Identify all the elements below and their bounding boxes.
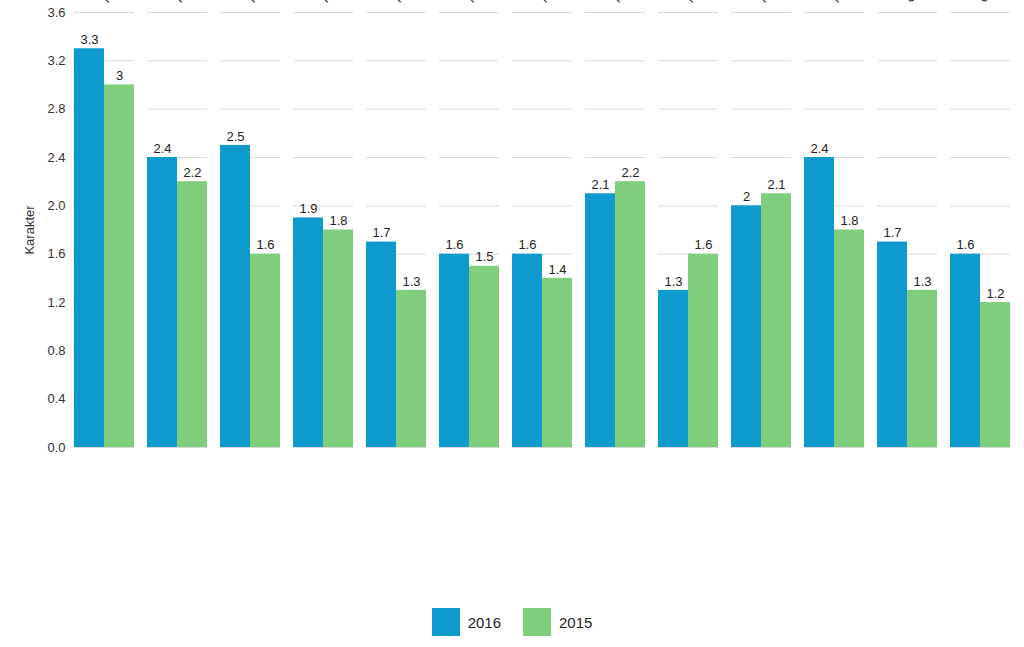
svg-text:NTNU - Gjøvik: NTNU - Gjøvik bbox=[756, 0, 827, 6]
svg-text:UiT - Narvik: UiT - Narvik bbox=[975, 0, 1024, 6]
svg-text:HiHm: HiHm bbox=[172, 0, 206, 6]
svg-text:0.8: 0.8 bbox=[47, 343, 65, 358]
svg-text:1.9: 1.9 bbox=[299, 201, 317, 216]
svg-text:3.2: 3.2 bbox=[47, 53, 65, 68]
svg-text:2.5: 2.5 bbox=[226, 129, 244, 144]
svg-text:2.8: 2.8 bbox=[47, 101, 65, 116]
svg-text:1.8: 1.8 bbox=[840, 213, 858, 228]
svg-text:2.4: 2.4 bbox=[47, 150, 65, 165]
svg-text:0.0: 0.0 bbox=[47, 440, 65, 455]
svg-text:1.8: 1.8 bbox=[329, 213, 347, 228]
svg-text:1.3: 1.3 bbox=[913, 274, 931, 289]
svg-text:2.0: 2.0 bbox=[47, 198, 65, 213]
html-text:2016: 2016 bbox=[467, 613, 501, 631]
svg-text:2.2: 2.2 bbox=[621, 165, 639, 180]
svg-text:1.6: 1.6 bbox=[47, 246, 65, 261]
svg-text:1.6: 1.6 bbox=[956, 237, 974, 252]
svg-text:HiOA - Kjeller: HiOA - Kjeller bbox=[245, 0, 311, 6]
svg-text:2.4: 2.4 bbox=[810, 141, 828, 156]
svg-text:0.4: 0.4 bbox=[47, 391, 65, 406]
svg-text:1.2: 1.2 bbox=[986, 286, 1004, 301]
svg-text:1.7: 1.7 bbox=[883, 225, 901, 240]
svg-text:1.7: 1.7 bbox=[372, 225, 390, 240]
svg-text:1.6: 1.6 bbox=[518, 237, 536, 252]
svg-text:1.3: 1.3 bbox=[402, 274, 420, 289]
svg-text:2.1: 2.1 bbox=[591, 177, 609, 192]
svg-text:3: 3 bbox=[116, 68, 123, 83]
svg-text:1.5: 1.5 bbox=[475, 249, 493, 264]
svg-text:1.3: 1.3 bbox=[664, 274, 682, 289]
svg-text:Nord - Bodø: Nord - Bodø bbox=[537, 0, 598, 6]
svg-text:3.3: 3.3 bbox=[80, 32, 98, 47]
svg-text:Karakter: Karakter bbox=[22, 205, 37, 255]
svg-text:2.1: 2.1 bbox=[767, 177, 785, 192]
svg-text:1.6: 1.6 bbox=[445, 237, 463, 252]
svg-text:Nord - Mo i Rana: Nord - Mo i Rana bbox=[683, 0, 764, 6]
svg-text:2.2: 2.2 bbox=[183, 165, 201, 180]
svg-text:HSH - Haugesund: HSH - Haugesund bbox=[318, 0, 403, 6]
svg-text:HiB: HiB bbox=[99, 0, 124, 6]
svg-text:1.4: 1.4 bbox=[548, 261, 566, 276]
svg-text:NTNU - Ålesund: NTNU - Ålesund bbox=[829, 0, 907, 6]
svg-text:1.6: 1.6 bbox=[256, 237, 274, 252]
svg-text:UiT - Hammerfest: UiT - Hammerfest bbox=[902, 0, 985, 6]
svg-text:Nord - Levanger: Nord - Levanger bbox=[610, 0, 688, 6]
svg-text:1.6: 1.6 bbox=[694, 237, 712, 252]
html-text:2015: 2015 bbox=[559, 613, 593, 631]
svg-text:2: 2 bbox=[743, 189, 750, 204]
svg-text:3.6: 3.6 bbox=[47, 5, 65, 20]
svg-text:HSN - Porsgrunn: HSN - Porsgrunn bbox=[464, 0, 545, 6]
svg-text:1.2: 1.2 bbox=[47, 295, 65, 310]
svg-text:2.4: 2.4 bbox=[153, 141, 171, 156]
svg-text:HSH - Stord: HSH - Stord bbox=[391, 0, 451, 6]
